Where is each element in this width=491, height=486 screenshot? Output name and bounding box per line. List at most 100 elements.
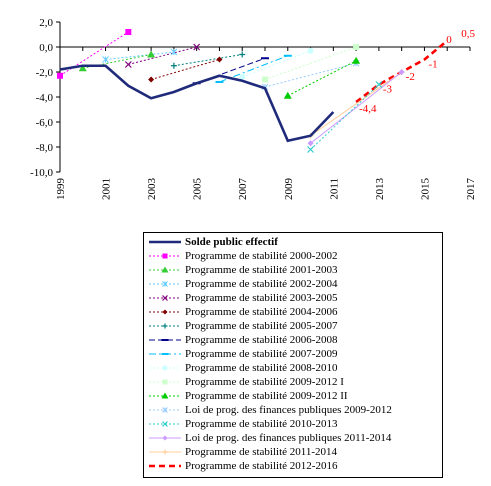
y-tick-label: -6,0: [36, 117, 54, 129]
legend-marker: [162, 295, 168, 301]
legend-marker: [162, 421, 168, 427]
legend-label: Programme de stabilité 2003-2005: [185, 292, 338, 304]
data-label: -1: [428, 59, 437, 71]
y-tick-label: -2,0: [36, 67, 54, 79]
data-point: [147, 50, 156, 58]
series-4: [102, 48, 178, 63]
legend-swatch: [149, 240, 181, 244]
legend-marker: [162, 435, 168, 441]
data-point: [170, 48, 178, 56]
legend-label: Programme de stabilité 2004-2006: [185, 306, 338, 318]
series-line: [310, 71, 402, 144]
legend-item: Programme de stabilité 2012-2016: [144, 459, 442, 473]
series-10: [239, 47, 314, 80]
x-tick-label: 2005: [192, 178, 204, 201]
legend-item: Programme de stabilité 2004-2006: [144, 305, 442, 319]
legend-item: Programme de stabilité 2008-2010: [144, 361, 442, 375]
series-11: [262, 44, 360, 83]
chart-legend: Solde public effectif Programme de stabil…: [143, 232, 443, 478]
data-point: [170, 62, 177, 69]
series-line: [242, 50, 311, 78]
legend-item: Loi de prog. des finances publiques 2011…: [144, 431, 442, 445]
legend-swatch: [149, 339, 181, 341]
data-point: [193, 43, 201, 51]
legend-item: Programme de stabilité 2011-2014: [144, 445, 442, 459]
series-line: [264, 62, 357, 88]
series-line: [59, 64, 335, 143]
legend-label: Programme de stabilité 2009-2012 I: [185, 376, 344, 388]
data-point: [124, 61, 132, 68]
legend-label: Loi de prog. des finances publiques 2009…: [185, 404, 392, 416]
data-point: [398, 69, 405, 75]
legend-swatch: [149, 392, 181, 399]
series-14: [307, 81, 383, 153]
legend-item: Programme de stabilité 2006-2008: [144, 333, 442, 347]
series-1: [59, 64, 335, 143]
series-9: [215, 54, 292, 83]
legend-item: Programme de stabilité 2009-2012 I: [144, 375, 442, 389]
legend-label: Programme de stabilité 2010-2013: [185, 418, 338, 430]
legend-swatch: [149, 281, 181, 287]
legend-item: Programme de stabilité 2000-2002: [144, 249, 442, 263]
legend-item: Programme de stabilité 2003-2005: [144, 291, 442, 305]
y-tick-label: -10,0: [30, 167, 53, 179]
legend-swatch: [149, 253, 181, 259]
data-label: -4,4: [359, 103, 377, 115]
legend-swatch: [149, 353, 181, 355]
legend-marker: [162, 281, 168, 287]
legend-marker: [162, 365, 168, 371]
data-point: [239, 51, 246, 58]
x-tick-label: 2017: [465, 178, 477, 201]
legend-label: Programme de stabilité 2000-2002: [185, 250, 338, 262]
series-line: [150, 59, 220, 80]
series-line: [173, 54, 243, 67]
series-6: [148, 56, 223, 83]
legend-swatch: [149, 407, 181, 413]
y-tick-label: -4,0: [36, 92, 54, 104]
data-point: [307, 140, 314, 147]
legend-label: Programme de stabilité 2006-2008: [185, 334, 338, 346]
y-tick-label: 2,0: [39, 17, 53, 29]
data-point: [102, 56, 109, 63]
legend-swatch: [149, 266, 181, 273]
legend-label: Programme de stabilité 2012-2016: [185, 460, 338, 472]
x-tick-label: 1999: [55, 178, 67, 201]
series-line: [310, 71, 402, 137]
series-5: [124, 43, 201, 68]
legend-item: Programme de stabilité 2005-2007: [144, 319, 442, 333]
legend-swatch: [149, 365, 181, 371]
legend-swatch: [149, 464, 181, 468]
data-point: [239, 74, 246, 80]
legend-marker: [162, 379, 168, 385]
x-tick-label: 2011: [328, 178, 340, 200]
x-tick-label: 2015: [419, 178, 431, 201]
series-line: [105, 51, 174, 60]
legend-label: Programme de stabilité 2007-2009: [185, 348, 338, 360]
legend-swatch: [149, 295, 181, 301]
series-line: [264, 46, 357, 80]
data-label: 0: [446, 34, 452, 46]
y-tick-label: 0,0: [39, 42, 53, 54]
data-label: 0,5: [461, 28, 475, 40]
series-line: [219, 55, 288, 83]
series-line: [59, 31, 129, 77]
legend-marker: [162, 407, 168, 413]
x-tick-label: 2009: [283, 178, 295, 201]
y-tick-label: -8,0: [36, 142, 54, 154]
data-point: [148, 76, 155, 83]
legend-marker: [162, 309, 168, 315]
data-point: [262, 76, 268, 83]
legend-item: Programme de stabilité 2002-2004: [144, 277, 442, 291]
legend-swatch: [149, 379, 181, 385]
x-tick-label: 2003: [146, 178, 158, 201]
data-point: [352, 56, 361, 64]
series-7: [170, 51, 246, 69]
legend-marker: [162, 323, 168, 329]
series-3: [78, 50, 156, 72]
legend-label: Loi de prog. des finances publiques 2011…: [185, 432, 392, 444]
series-15: [307, 69, 405, 147]
series-2: [57, 29, 132, 79]
legend-label: Programme de stabilité 2008-2010: [185, 362, 338, 374]
x-tick-label: 2001: [101, 178, 113, 200]
